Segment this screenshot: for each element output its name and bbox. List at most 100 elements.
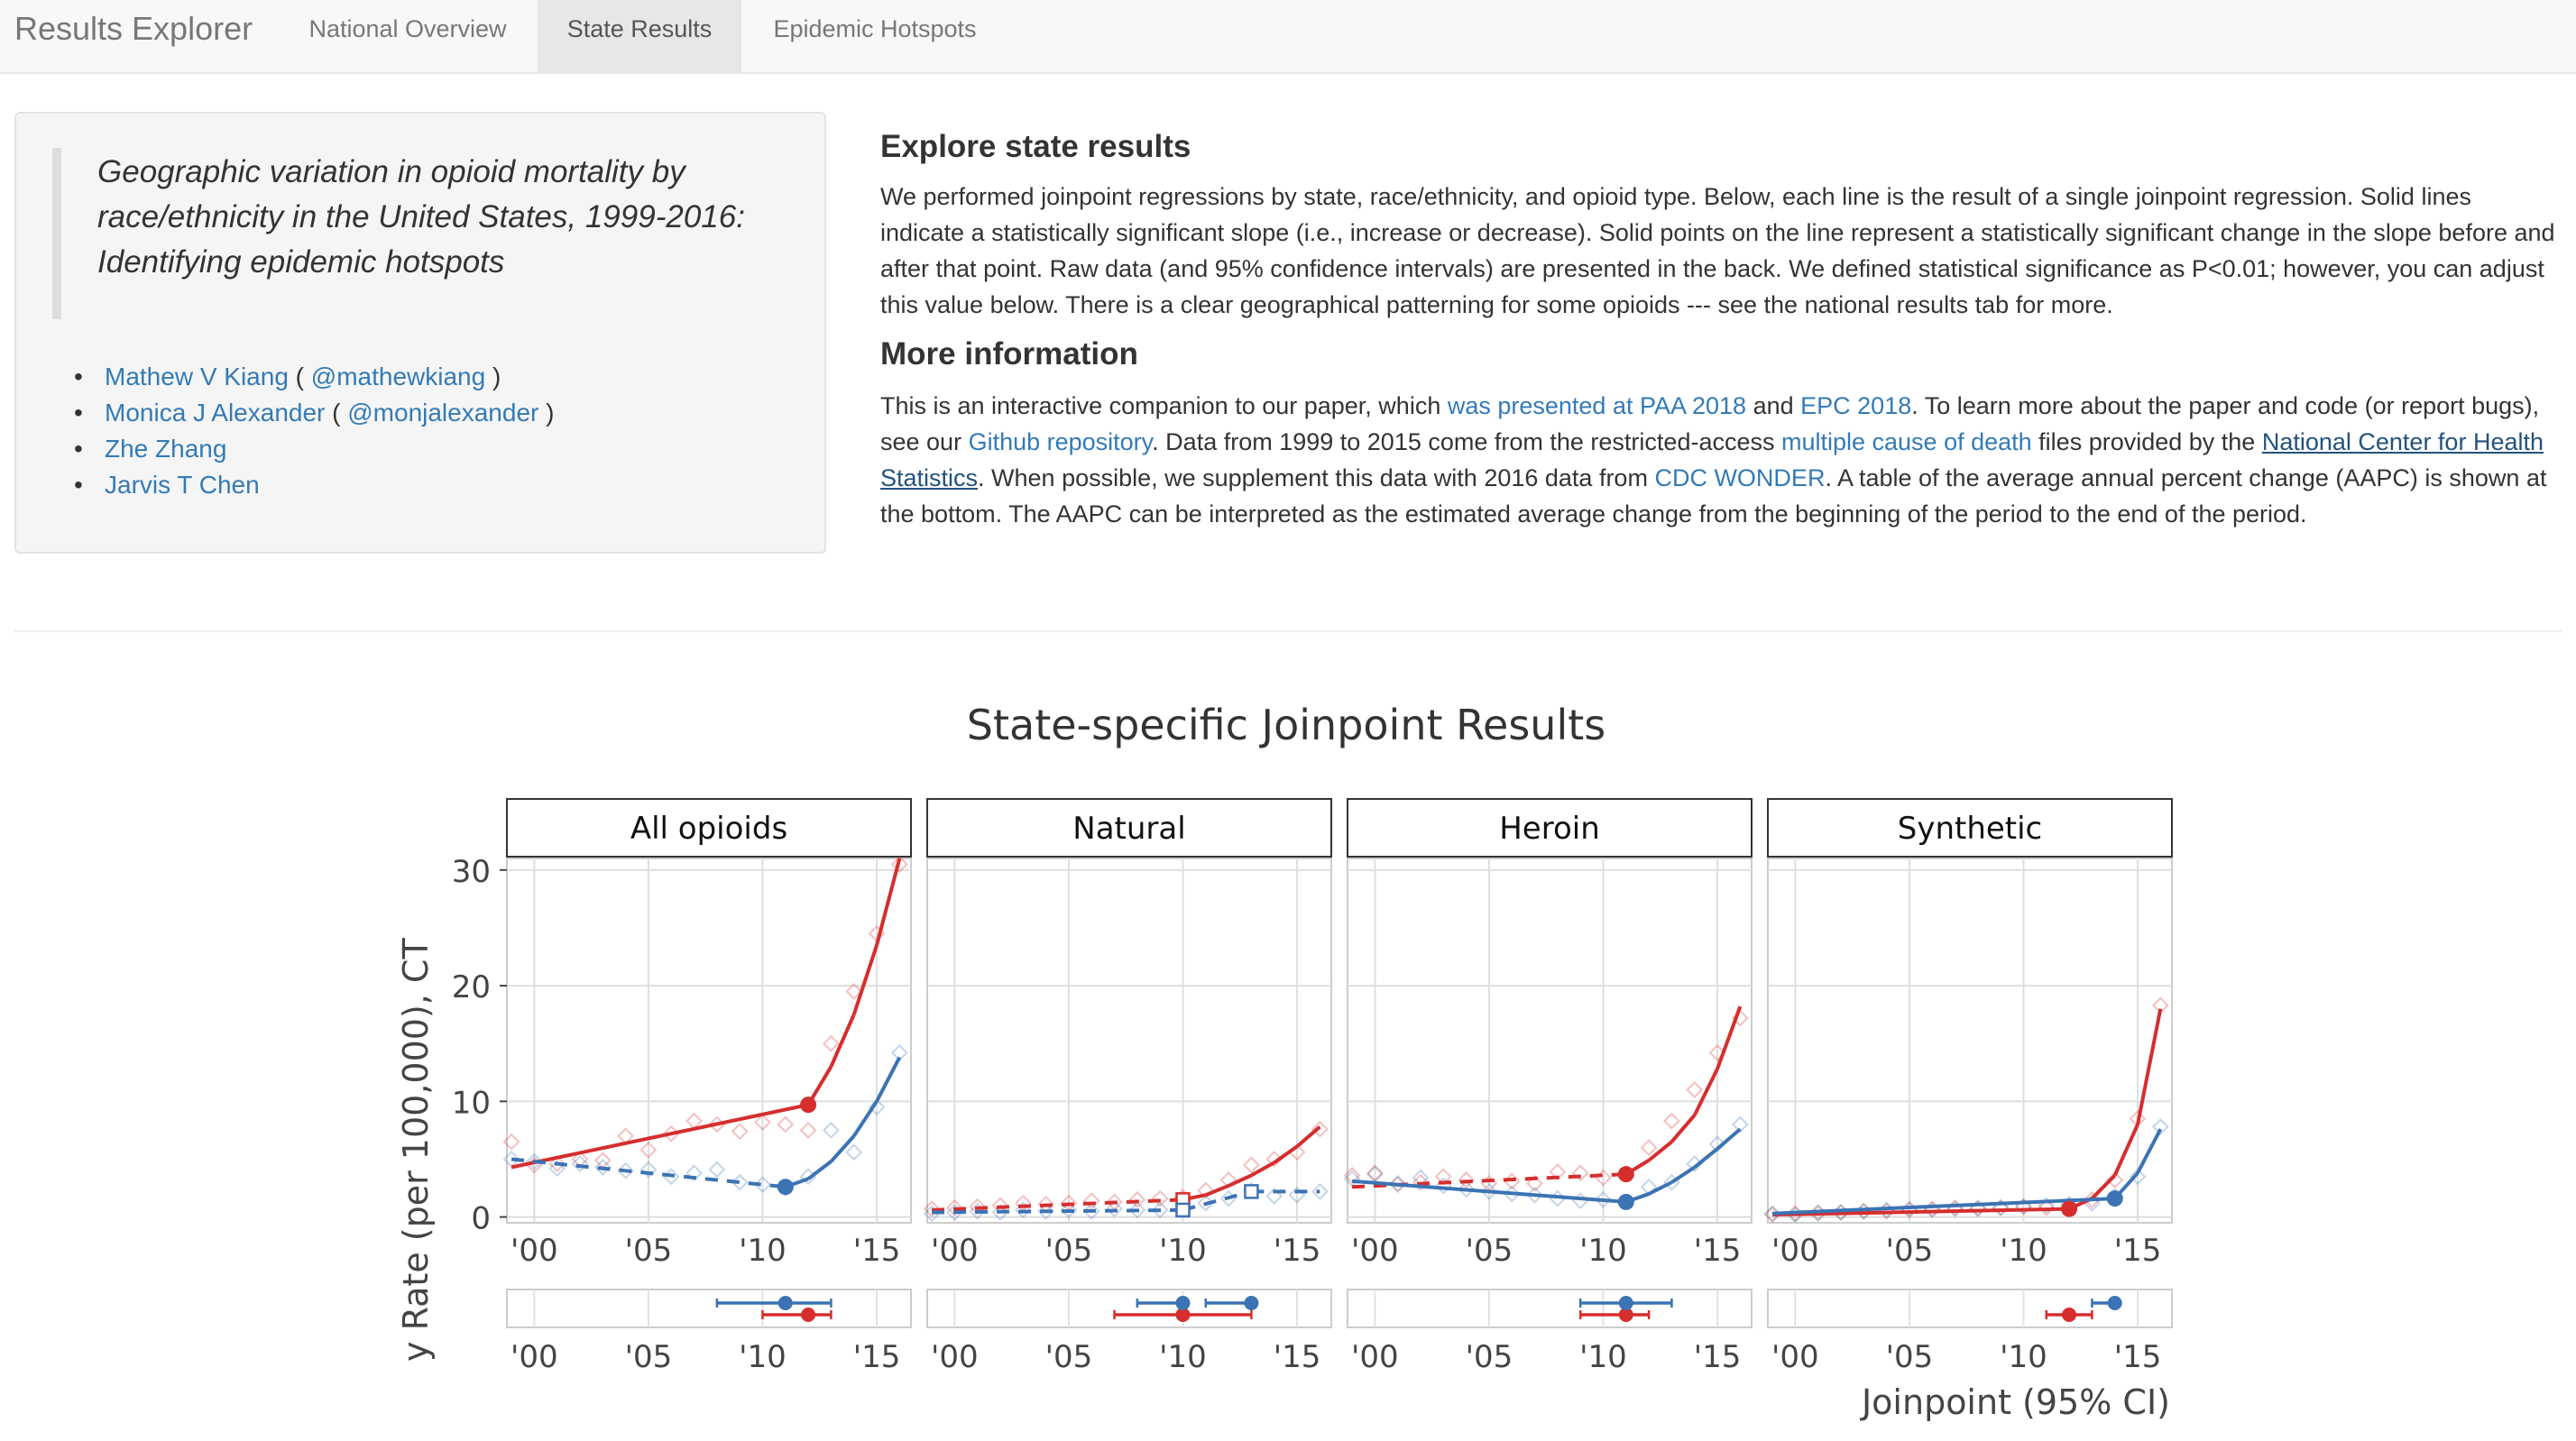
raw-data-point (2106, 1171, 2124, 1189)
raw-data-point (1708, 1135, 1726, 1153)
navbar: Results Explorer National Overview State… (0, 0, 2576, 74)
series-line-segment (2136, 1008, 2163, 1125)
raw-data-point (1731, 1115, 1749, 1134)
series-line-segment (852, 1100, 879, 1137)
x-tick-label: '00 (931, 1233, 979, 1269)
joinpoint-marker (777, 1179, 794, 1196)
raw-data-point (1763, 1205, 1781, 1223)
raw-data-point (708, 1161, 726, 1179)
series-line-segment (1693, 1147, 1719, 1169)
paa-2018-link[interactable]: was presented at PAA 2018 (1447, 392, 1747, 419)
author-item: Monica J Alexander ( @monjalexander ) (74, 395, 554, 431)
joinpoint-marker (2061, 1200, 2078, 1217)
twitter-link-kiang[interactable]: @mathewkiang (310, 363, 486, 390)
x-tick-label: '00 (931, 1339, 979, 1375)
x-axis-label: Joinpoint (95% CI) (1860, 1382, 2170, 1422)
raw-data-point (1595, 1190, 1612, 1208)
raw-data-point (868, 1098, 886, 1116)
author-link-chen[interactable]: Jarvis T Chen (105, 471, 260, 499)
panel-plot-area (926, 858, 1332, 1224)
ci-panel (506, 1289, 912, 1328)
series-line-segment (875, 1056, 902, 1103)
raw-data-point (1662, 1112, 1680, 1130)
raw-data-point (1082, 1202, 1100, 1220)
author-link-zhang[interactable]: Zhe Zhang (105, 435, 227, 463)
x-tick-label: '15 (2114, 1339, 2162, 1375)
ci-point (1244, 1296, 1259, 1310)
y-axis-label: y Rate (per 100,000), CT (397, 938, 436, 1362)
raw-data-point (1151, 1201, 1169, 1219)
author-item: Mathew V Kiang ( @mathewkiang ) (74, 359, 554, 395)
raw-data-point (1389, 1174, 1407, 1192)
series-line-segment (1182, 1189, 1252, 1212)
panel-plot-area (506, 858, 912, 1224)
raw-data-point (754, 1114, 771, 1131)
x-tick-label: '00 (1771, 1233, 1819, 1269)
joinpoint-marker (1617, 1193, 1634, 1210)
x-tick-label: '00 (1351, 1233, 1399, 1269)
cdc-wonder-link[interactable]: CDC WONDER (1654, 464, 1826, 491)
raw-data-point (1106, 1200, 1123, 1218)
series-line-segment (1273, 1144, 1299, 1164)
x-tick-label: '05 (1886, 1233, 1934, 1269)
author-link-alexander[interactable]: Monica J Alexander (105, 399, 326, 427)
tab-epidemic-hotspots[interactable]: Epidemic Hotspots (773, 15, 977, 42)
panel-plot-area (1767, 858, 2173, 1224)
x-tick-label: '05 (1886, 1339, 1934, 1375)
ci-point (1175, 1296, 1191, 1310)
series-line-segment (1670, 1165, 1696, 1184)
raw-data-point (1640, 1139, 1658, 1157)
raw-data-point (1311, 1182, 1329, 1200)
nchs-link[interactable]: National Center for Health Statistics (880, 428, 2544, 491)
brand-title[interactable]: Results Explorer (14, 10, 253, 47)
twitter-link-alexander[interactable]: @monjalexander (347, 399, 539, 427)
paper-title-quote: Geographic variation in opioid mortality… (52, 148, 792, 319)
raw-data-point (1526, 1186, 1543, 1204)
sidebar-panel: Geographic variation in opioid mortality… (14, 112, 826, 554)
x-tick-label: '00 (1351, 1339, 1399, 1375)
x-tick-label: '10 (1159, 1339, 1207, 1375)
raw-data-point (1128, 1190, 1146, 1208)
panel-title: Heroin (1499, 811, 1600, 847)
raw-data-point (1151, 1189, 1169, 1207)
divider (14, 630, 2562, 632)
joinpoint-marker (1175, 1202, 1191, 1218)
raw-data-point (799, 1121, 817, 1139)
raw-data-point (1686, 1081, 1704, 1098)
series-line-segment (511, 1103, 809, 1170)
raw-data-point (639, 1161, 658, 1179)
series-line-segment (1772, 1207, 2070, 1217)
series-line-segment (1670, 1114, 1697, 1143)
raw-data-point (822, 1034, 840, 1052)
raw-data-point (1242, 1156, 1260, 1174)
panel-strip (926, 798, 1332, 858)
mcod-link[interactable]: multiple cause of death (1780, 428, 2032, 455)
epc-2018-link[interactable]: EPC 2018 (1800, 392, 1912, 419)
raw-data-point (1571, 1164, 1589, 1182)
author-link-kiang[interactable]: Mathew V Kiang (105, 363, 289, 390)
author-item: Zhe Zhang (74, 431, 554, 467)
x-tick-label: '00 (511, 1339, 558, 1375)
raw-data-point (593, 1159, 612, 1176)
more-info-heading: More information (880, 336, 1138, 372)
ci-point (1618, 1308, 1633, 1322)
raw-data-point (548, 1155, 566, 1173)
panel-strip (1347, 798, 1753, 858)
panel-strip (506, 798, 912, 858)
github-link[interactable]: Github repository (968, 428, 1153, 455)
series-line-segment (2136, 1128, 2163, 1174)
x-tick-label: '10 (1579, 1233, 1627, 1269)
raw-data-point (1311, 1120, 1329, 1138)
tab-state-results[interactable]: State Results (538, 0, 741, 72)
tab-national-overview[interactable]: National Overview (308, 15, 507, 42)
raw-data-point (1412, 1173, 1430, 1191)
ci-panel (1767, 1289, 2173, 1328)
x-tick-label: '05 (1466, 1233, 1513, 1269)
x-tick-label: '00 (511, 1233, 558, 1269)
panel-strip (1767, 798, 2173, 858)
x-tick-label: '10 (739, 1233, 787, 1269)
raw-data-point (2151, 1118, 2169, 1135)
raw-data-point (1128, 1201, 1146, 1219)
panel-title: Synthetic (1898, 811, 2043, 847)
joinpoint-marker (1617, 1166, 1634, 1183)
